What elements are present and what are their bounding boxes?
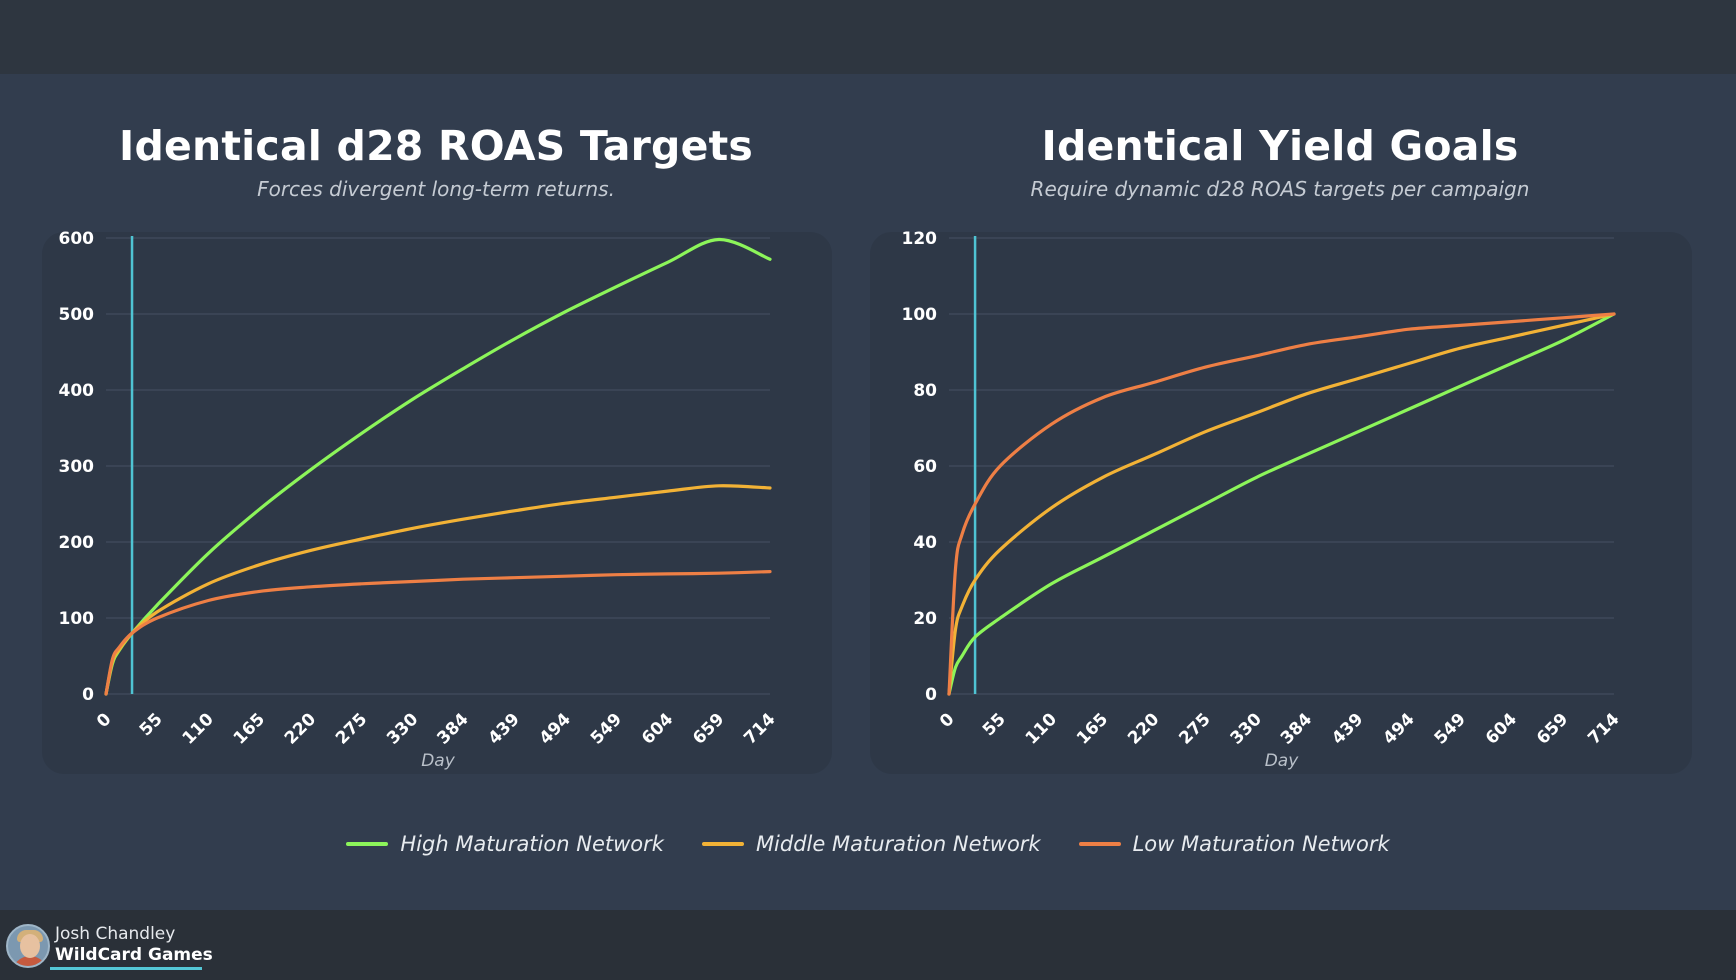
right-xtick-220: 220 xyxy=(1124,709,1163,748)
legend-swatch-middle xyxy=(701,842,744,846)
right-x-axis-label: Day xyxy=(1265,751,1300,771)
right-xtick-384: 384 xyxy=(1277,709,1316,748)
left-ytick-0: 0 xyxy=(82,685,94,705)
right-chart-title: Identical Yield Goals xyxy=(1041,122,1519,170)
right-xtick-714: 714 xyxy=(1584,709,1623,748)
right-xtick-330: 330 xyxy=(1227,709,1266,748)
left-xtick-330: 330 xyxy=(383,709,422,748)
left-xtick-220: 220 xyxy=(281,709,320,748)
left-chart-subtitle: Forces divergent long-term returns. xyxy=(257,177,615,201)
presenter-company: WildCard Games xyxy=(55,945,213,965)
right-chart-subtitle: Require dynamic d28 ROAS targets per cam… xyxy=(1030,177,1530,201)
presenter-underline xyxy=(50,967,202,970)
presenter-avatar xyxy=(6,924,50,968)
right-ytick-60: 60 xyxy=(913,457,937,477)
right-ytick-120: 120 xyxy=(902,229,938,249)
left-xtick-165: 165 xyxy=(230,709,269,748)
left-xtick-275: 275 xyxy=(332,709,371,748)
right-xtick-439: 439 xyxy=(1328,709,1367,748)
legend-item-high: High Maturation Network xyxy=(346,832,664,856)
legend-label-low: Low Maturation Network xyxy=(1132,832,1390,856)
legend-label-high: High Maturation Network xyxy=(400,832,664,856)
left-xtick-55: 55 xyxy=(136,709,167,740)
left-xtick-439: 439 xyxy=(485,709,524,748)
right-xtick-55: 55 xyxy=(979,709,1010,740)
right-xtick-165: 165 xyxy=(1073,709,1112,748)
top-bar xyxy=(0,0,1736,74)
left-chart-title: Identical d28 ROAS Targets xyxy=(118,122,753,170)
right-series-middle-line xyxy=(947,312,1616,696)
right-xtick-494: 494 xyxy=(1379,709,1418,748)
left-ytick-400: 400 xyxy=(59,381,95,401)
left-xtick-384: 384 xyxy=(433,709,472,748)
right-xtick-659: 659 xyxy=(1533,709,1572,748)
right-series-high-line xyxy=(947,312,1616,696)
left-ytick-500: 500 xyxy=(59,305,95,325)
left-xtick-549: 549 xyxy=(587,709,626,748)
left-ytick-600: 600 xyxy=(59,229,95,249)
legend-item-middle: Middle Maturation Network xyxy=(701,832,1041,856)
left-ytick-100: 100 xyxy=(59,609,95,629)
left-series-low-line xyxy=(104,570,772,696)
legend-item-low: Low Maturation Network xyxy=(1078,832,1390,856)
legend-swatch-low xyxy=(1078,842,1121,846)
left-xtick-604: 604 xyxy=(638,709,677,748)
right-ytick-100: 100 xyxy=(902,305,938,325)
left-ytick-300: 300 xyxy=(59,457,95,477)
legend: High Maturation Network Middle Maturatio… xyxy=(0,832,1736,856)
right-ytick-20: 20 xyxy=(913,609,937,629)
right-xtick-110: 110 xyxy=(1022,709,1061,748)
legend-label-middle: Middle Maturation Network xyxy=(755,832,1041,856)
right-xtick-549: 549 xyxy=(1431,709,1470,748)
legend-swatch-high xyxy=(346,842,389,846)
right-ytick-0: 0 xyxy=(925,685,937,705)
presenter-footer xyxy=(0,910,1736,980)
right-series-low-line xyxy=(947,312,1616,696)
left-chart-card xyxy=(42,232,832,774)
right-ytick-80: 80 xyxy=(913,381,937,401)
right-ytick-40: 40 xyxy=(913,533,937,553)
right-chart-card xyxy=(870,232,1692,774)
right-xtick-275: 275 xyxy=(1175,709,1214,748)
left-xtick-110: 110 xyxy=(179,709,218,748)
left-xtick-0: 0 xyxy=(93,709,116,732)
left-ytick-200: 200 xyxy=(59,533,95,553)
left-series-middle-line xyxy=(104,484,772,696)
left-xtick-659: 659 xyxy=(689,709,728,748)
right-xtick-0: 0 xyxy=(936,709,959,732)
left-xtick-494: 494 xyxy=(536,709,575,748)
right-xtick-604: 604 xyxy=(1482,709,1521,748)
left-xtick-714: 714 xyxy=(740,709,779,748)
left-x-axis-label: Day xyxy=(421,751,456,771)
presenter-name: Josh Chandley xyxy=(55,924,176,944)
